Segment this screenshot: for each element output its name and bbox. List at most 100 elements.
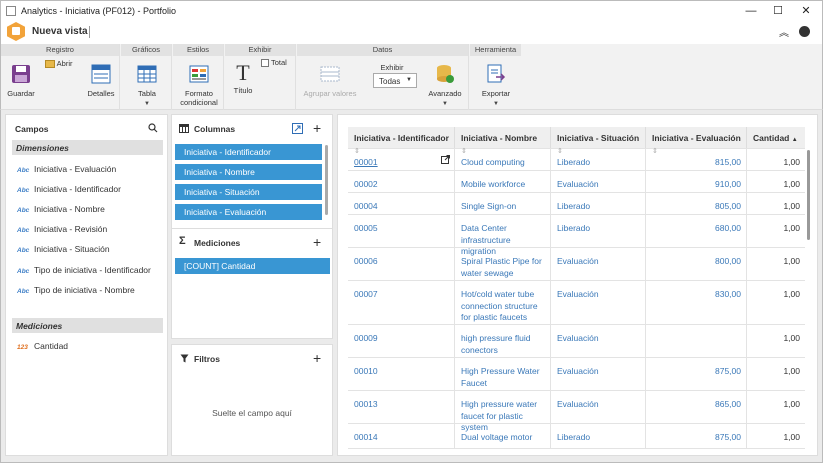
- sort-icon: ⇕: [652, 147, 658, 155]
- column-header[interactable]: Cantidad ▲: [747, 127, 805, 148]
- header-divider: [89, 26, 90, 38]
- agrupar-valores-button[interactable]: Agrupar valores: [301, 64, 359, 98]
- maximize-button[interactable]: ☐: [773, 5, 783, 17]
- total-checkbox[interactable]: Total: [261, 58, 295, 68]
- column-header[interactable]: Iniciativa - Identificador ⇕: [348, 127, 455, 155]
- table-row[interactable]: 00006 Spiral Plastic Pipe for water sewa…: [348, 248, 805, 281]
- add-filter-icon[interactable]: +: [313, 350, 322, 366]
- table-row[interactable]: 00002 Mobile workforce Evaluación 910,00…: [348, 171, 805, 193]
- cell-id[interactable]: 00006: [348, 248, 455, 280]
- search-icon[interactable]: [148, 123, 158, 133]
- cell-id[interactable]: 00004: [348, 193, 455, 214]
- exhibir-value: Todas: [379, 77, 401, 86]
- table-row[interactable]: 00009 high pressure fluid conectors Eval…: [348, 325, 805, 358]
- view-name[interactable]: Nueva vista: [32, 26, 88, 37]
- column-chip[interactable]: Iniciativa - Nombre: [175, 164, 322, 180]
- table-row[interactable]: 00005 Data Center infrastructure migrati…: [348, 215, 805, 256]
- field-item[interactable]: Abc Iniciativa - Situación: [17, 244, 110, 254]
- field-label: Cantidad: [34, 341, 69, 351]
- swap-axes-icon[interactable]: [292, 123, 303, 134]
- cell-name: High pressure water faucet for plastic s…: [455, 391, 551, 432]
- tabla-label: Tabla: [138, 89, 156, 98]
- save-icon: [12, 65, 30, 83]
- cell-id[interactable]: 00009: [348, 325, 455, 357]
- measure-chip[interactable]: [COUNT] Cantidad: [175, 258, 330, 274]
- avanzado-label: Avanzado: [428, 89, 462, 98]
- chevron-down-icon: ▼: [442, 101, 448, 107]
- cell-id[interactable]: 00010: [348, 358, 455, 390]
- cell-status: Evaluación: [551, 281, 646, 324]
- formato-label-2: condicional: [180, 98, 218, 107]
- close-button[interactable]: ✕: [801, 5, 811, 17]
- mediciones-header: Mediciones: [12, 318, 163, 333]
- filtros-title: Filtros: [194, 354, 220, 364]
- exhibir-select[interactable]: Todas ▼: [373, 73, 417, 88]
- table-row[interactable]: 00014 Dual voltage motor Liberado 875,00…: [348, 424, 805, 449]
- field-item[interactable]: Abc Iniciativa - Evaluación: [17, 164, 116, 174]
- columns-scrollbar[interactable]: [325, 145, 328, 215]
- help-icon[interactable]: ?: [799, 26, 810, 37]
- field-item[interactable]: Abc Tipo de iniciativa - Nombre: [17, 285, 135, 295]
- group-title: Gráficos: [121, 44, 171, 56]
- field-item[interactable]: Abc Tipo de iniciativa - Identificador: [17, 265, 151, 275]
- table-row[interactable]: 00004 Single Sign-on Liberado 805,00 1,0…: [348, 193, 805, 215]
- field-item[interactable]: Abc Iniciativa - Revisión: [17, 224, 107, 234]
- cell-status: Liberado: [551, 215, 646, 247]
- collapse-chevron-icon[interactable]: ︽: [779, 28, 789, 39]
- cell-id[interactable]: 00014: [348, 424, 455, 448]
- main-area: Campos Dimensiones Abc Iniciativa - Evalu…: [0, 110, 823, 463]
- cell-qty: 1,00: [783, 179, 800, 189]
- abrir-button[interactable]: Abrir: [45, 59, 79, 69]
- database-icon: [437, 65, 454, 83]
- cell-id[interactable]: 00013: [348, 391, 455, 423]
- table-row[interactable]: 00007 Hot/cold water tube connection str…: [348, 281, 805, 325]
- add-column-icon[interactable]: +: [313, 120, 322, 136]
- data-grid-panel: Iniciativa - Identificador ⇕ Iniciativa …: [337, 114, 818, 456]
- cell-name: Spiral Plastic Pipe for water sewage: [455, 248, 551, 280]
- titulo-button[interactable]: T Título: [229, 62, 257, 96]
- add-measure-icon[interactable]: +: [313, 234, 322, 250]
- sort-icon: ⇕: [354, 147, 360, 155]
- cell-id[interactable]: 00001: [348, 149, 455, 170]
- column-header[interactable]: Iniciativa - Situación ⇕: [551, 127, 646, 155]
- cell-name: Hot/cold water tube connection structure…: [455, 281, 551, 324]
- table-row[interactable]: 00010 High Pressure Water Faucet Evaluac…: [348, 358, 805, 391]
- detalles-button[interactable]: Detalles: [85, 64, 117, 98]
- column-header[interactable]: Iniciativa - Evaluación ⇕: [646, 127, 747, 155]
- cell-status: Evaluación: [551, 325, 646, 357]
- cell-name: Data Center infrastructure migration: [455, 215, 551, 256]
- view-header: Nueva vista ︽ ?: [0, 20, 823, 44]
- cell-name: Cloud computing: [455, 149, 551, 170]
- exportar-button[interactable]: Exportar ▼: [476, 64, 516, 109]
- table-row[interactable]: 00001 Cloud computing Liberado 815,00 1,…: [348, 149, 805, 171]
- tabla-button[interactable]: Tabla ▼: [131, 64, 163, 109]
- open-record-icon[interactable]: [441, 155, 450, 164]
- sort-ascending-icon: ▲: [791, 137, 798, 143]
- cell-id[interactable]: 00005: [348, 215, 455, 247]
- cell-name: Single Sign-on: [455, 193, 551, 214]
- cell-eval: 805,00: [646, 193, 747, 214]
- sigma-icon: Σ: [179, 235, 186, 247]
- filter-drop-zone[interactable]: Suelte el campo aquí: [212, 408, 292, 418]
- column-chip[interactable]: Iniciativa - Evaluación: [175, 204, 322, 220]
- avanzado-button[interactable]: Avanzado ▼: [425, 64, 465, 109]
- cell-id[interactable]: 00002: [348, 171, 455, 192]
- column-header[interactable]: Iniciativa - Nombre ⇕: [455, 127, 551, 155]
- formato-condicional-button[interactable]: Formato condicional: [177, 64, 221, 107]
- data-table: Iniciativa - Identificador ⇕ Iniciativa …: [348, 127, 805, 449]
- ribbon-group-estilos: Estilos Formato condicional: [173, 44, 224, 110]
- field-item[interactable]: Abc Iniciativa - Nombre: [17, 204, 105, 214]
- cell-id[interactable]: 00007: [348, 281, 455, 324]
- column-chip[interactable]: Iniciativa - Identificador: [175, 144, 322, 160]
- group-title: Registro: [1, 44, 119, 56]
- cell-eval: 815,00: [646, 149, 747, 170]
- field-item[interactable]: 123 Cantidad: [17, 341, 68, 351]
- minimize-button[interactable]: —: [745, 5, 757, 17]
- table-scrollbar[interactable]: [807, 150, 810, 240]
- table-row[interactable]: 00013 High pressure water faucet for pla…: [348, 391, 805, 432]
- filtros-panel: Filtros + Suelte el campo aquí: [171, 344, 333, 456]
- guardar-button[interactable]: Guardar: [5, 64, 37, 98]
- ribbon-group-registro: Registro Guardar Abrir Detalles: [1, 44, 120, 110]
- field-item[interactable]: Abc Iniciativa - Identificador: [17, 184, 121, 194]
- column-chip[interactable]: Iniciativa - Situación: [175, 184, 322, 200]
